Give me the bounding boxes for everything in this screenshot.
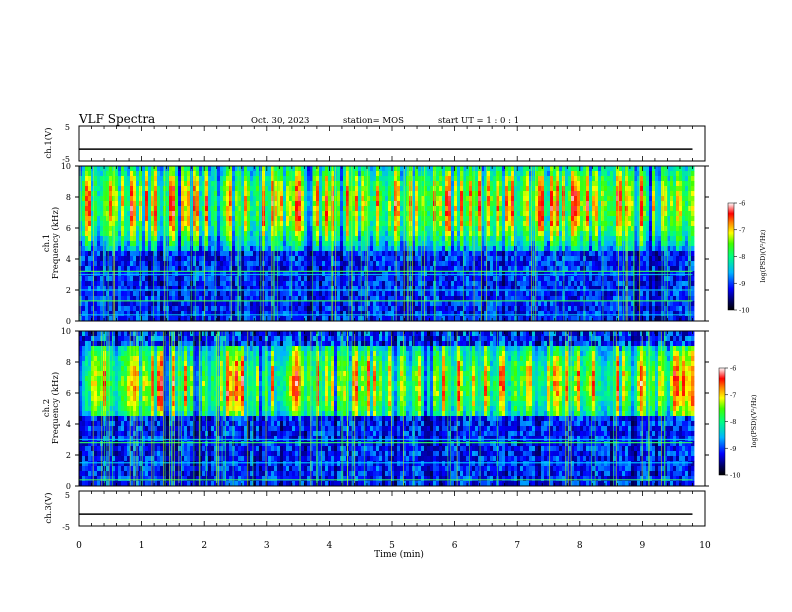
frequency-tick-label: 10 xyxy=(61,162,71,171)
time-axis-label: Time (min) xyxy=(374,549,424,560)
time-tick-label: 3 xyxy=(264,541,270,551)
colorbar-tick-label: -9 xyxy=(730,445,736,453)
ch2-spectrogram-ylabel-top: ch.2 xyxy=(42,399,52,417)
ch3-waveform-frame xyxy=(78,490,706,527)
ch2-colorbar: -6 -7 -8 -9 -10 log(PSD)(V²/Hz) xyxy=(718,365,758,480)
time-tick-label: 1 xyxy=(139,541,145,551)
ch2-spectrogram-panel: 0 2 4 6 8 10 ch.2 Frequency (kHz) xyxy=(42,327,709,491)
ch1-colorbar-label: log(PSD)(V²/Hz) xyxy=(759,229,767,282)
time-tick-label: 5 xyxy=(389,541,395,551)
figure-title: VLF Spectra xyxy=(78,112,155,126)
time-tick-label: 8 xyxy=(577,541,583,551)
frequency-tick-label: 0 xyxy=(66,317,71,326)
ch1-spectrogram-ylabel: Frequency (kHz) xyxy=(50,207,61,279)
start-ut-label: start UT = 1 : 0 : 1 xyxy=(438,116,519,126)
frequency-tick-label: 8 xyxy=(66,358,71,367)
time-tick-label: 9 xyxy=(640,541,646,551)
frequency-tick-label: 2 xyxy=(66,286,71,295)
colorbar-tick-label: -7 xyxy=(730,391,736,399)
frequency-tick-label: 10 xyxy=(61,327,71,336)
ch3-waveform-ytick-bottom: -5 xyxy=(62,523,70,532)
time-tick-label: 4 xyxy=(327,541,333,551)
ch2-spectrogram-image xyxy=(79,331,705,487)
colorbar-tick-label: -9 xyxy=(739,280,745,288)
colorbar-tick-label: -6 xyxy=(739,200,745,208)
ch1-waveform-ytick-top: 5 xyxy=(65,123,70,132)
time-tick-label: 2 xyxy=(201,541,207,551)
ch1-colorbar-gradient xyxy=(727,202,735,311)
ch1-waveform-panel: 5 -5 ch.1(V) xyxy=(43,123,706,164)
ch1-spectrogram-image xyxy=(79,166,705,322)
colorbar-tick-label: -8 xyxy=(739,253,745,261)
colorbar-tick-label: -10 xyxy=(730,472,740,480)
colorbar-tick-label: -8 xyxy=(730,418,736,426)
colorbar-tick-label: -10 xyxy=(739,307,749,315)
frequency-tick-label: 8 xyxy=(66,193,71,202)
ch3-waveform-ylabel: ch.3(V) xyxy=(43,492,54,523)
time-axis-ticks: 0 1 2 3 4 5 6 7 8 9 10 xyxy=(76,126,711,551)
colorbar-tick-label: -6 xyxy=(730,365,736,373)
frequency-tick-label: 2 xyxy=(66,451,71,460)
frequency-tick-label: 4 xyxy=(66,420,71,429)
ch3-waveform-ytick-top: 5 xyxy=(65,491,70,500)
ch3-waveform-panel: 5 -5 ch.3(V) xyxy=(43,490,706,532)
time-tick-label: 10 xyxy=(699,541,711,551)
date-label: Oct. 30, 2023 xyxy=(251,116,309,126)
ch1-waveform-ylabel: ch.1(V) xyxy=(43,127,54,158)
ch1-spectrogram-ylabel-top: ch.1 xyxy=(42,234,52,252)
time-tick-label: 7 xyxy=(514,541,520,551)
station-label: station= MOS xyxy=(343,116,404,126)
ch1-spectrogram-panel: 0 2 4 6 8 10 ch.1 Frequency (kHz) xyxy=(42,162,709,326)
ch2-spectrogram-ylabel: Frequency (kHz) xyxy=(50,372,61,444)
ch1-colorbar: -6 -7 -8 -9 -10 log(PSD)(V²/Hz) xyxy=(727,200,767,315)
ch1-waveform-ytick-bottom: -5 xyxy=(62,155,70,164)
frequency-tick-label: 4 xyxy=(66,255,71,264)
frequency-tick-label: 6 xyxy=(66,224,71,233)
frequency-tick-label: 6 xyxy=(66,389,71,398)
ch1-waveform-frame xyxy=(78,125,706,162)
time-tick-label: 0 xyxy=(76,541,82,551)
time-tick-label: 6 xyxy=(452,541,458,551)
ch2-colorbar-gradient xyxy=(718,367,726,476)
colorbar-tick-label: -7 xyxy=(739,226,745,234)
frequency-tick-label: 0 xyxy=(66,482,71,491)
ch2-colorbar-label: log(PSD)(V²/Hz) xyxy=(750,394,758,447)
